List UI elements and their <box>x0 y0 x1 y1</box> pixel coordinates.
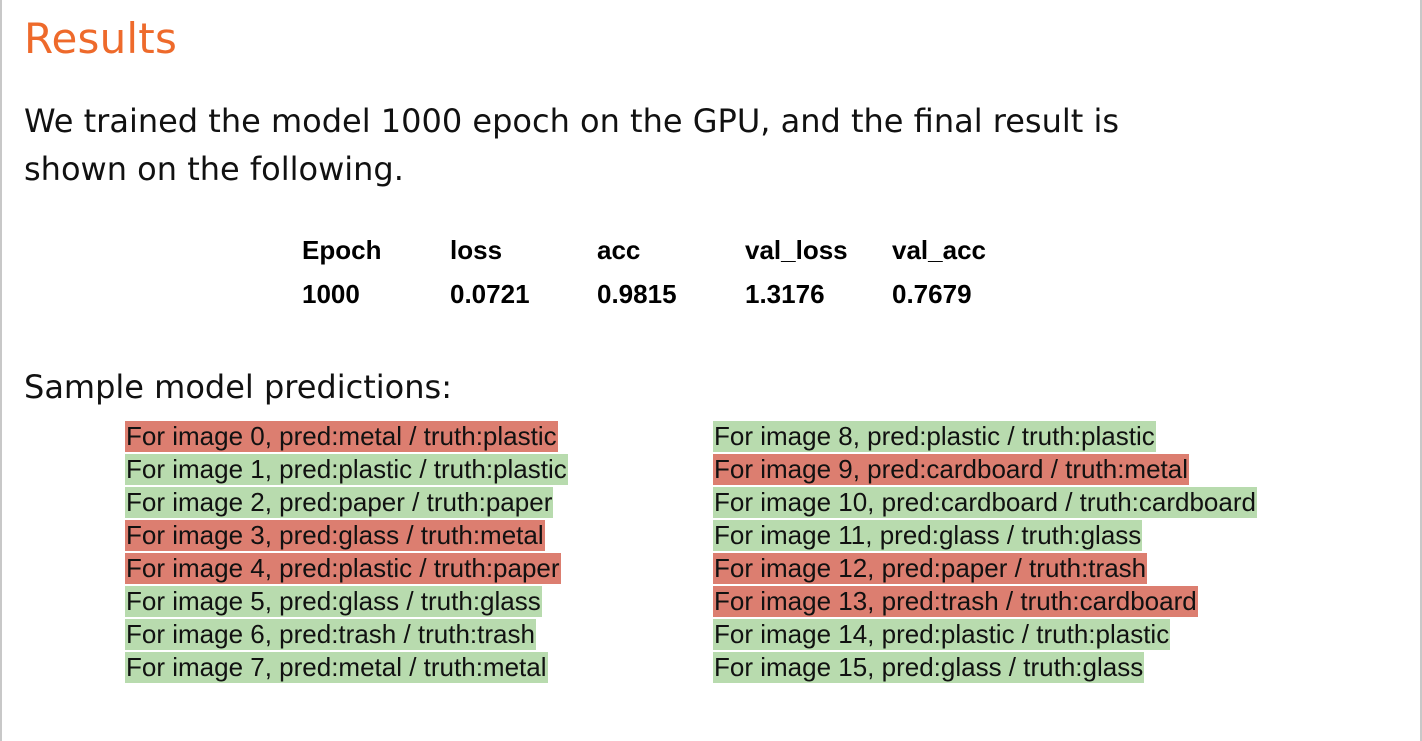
correct-prediction-text: For image 1, pred:plastic / truth:plasti… <box>125 454 568 485</box>
correct-prediction-text: For image 2, pred:paper / truth:paper <box>125 487 554 518</box>
correct-prediction-text: For image 14, pred:plastic / truth:plast… <box>713 619 1171 650</box>
prediction-item: For image 13, pred:trash / truth:cardboa… <box>713 585 1257 618</box>
prediction-item: For image 1, pred:plastic / truth:plasti… <box>125 453 568 486</box>
wrong-prediction-text: For image 13, pred:trash / truth:cardboa… <box>713 586 1198 617</box>
prediction-item: For image 14, pred:plastic / truth:plast… <box>713 618 1257 651</box>
intro-text: We trained the model 1000 epoch on the G… <box>24 102 1120 188</box>
metrics-header-acc: acc <box>597 234 641 265</box>
prediction-item: For image 3, pred:glass / truth:metal <box>125 519 568 552</box>
page-title: Results <box>24 14 178 63</box>
metrics-value-val-acc: 0.7679 <box>892 278 972 309</box>
metrics-header-epoch: Epoch <box>302 234 382 265</box>
metrics-header-val-loss: val_loss <box>745 234 848 265</box>
metrics-header-loss: loss <box>450 234 503 265</box>
wrong-prediction-text: For image 12, pred:paper / truth:trash <box>713 553 1148 584</box>
predictions-left-list: For image 0, pred:metal / truth:plastic F… <box>125 420 568 684</box>
correct-prediction-text: For image 10, pred:cardboard / truth:car… <box>713 487 1257 518</box>
correct-prediction-text: For image 11, pred:glass / truth:glass <box>713 520 1143 551</box>
correct-prediction-text: For image 5, pred:glass / truth:glass <box>125 586 542 617</box>
wrong-prediction-text: For image 4, pred:plastic / truth:paper <box>125 553 561 584</box>
metrics-value-epoch: 1000 <box>302 278 360 309</box>
metrics-value-val-loss: 1.3176 <box>745 278 825 309</box>
wrong-prediction-text: For image 0, pred:metal / truth:plastic <box>125 421 558 452</box>
prediction-item: For image 5, pred:glass / truth:glass <box>125 585 568 618</box>
prediction-item: For image 12, pred:paper / truth:trash <box>713 552 1257 585</box>
prediction-item: For image 0, pred:metal / truth:plastic <box>125 420 568 453</box>
prediction-item: For image 8, pred:plastic / truth:plasti… <box>713 420 1257 453</box>
correct-prediction-text: For image 6, pred:trash / truth:trash <box>125 619 536 650</box>
prediction-item: For image 7, pred:metal / truth:metal <box>125 651 568 684</box>
correct-prediction-text: For image 15, pred:glass / truth:glass <box>713 652 1145 683</box>
prediction-item: For image 11, pred:glass / truth:glass <box>713 519 1257 552</box>
predictions-heading: Sample model predictions: <box>24 368 452 406</box>
metrics-header-val-acc: val_acc <box>892 234 986 265</box>
correct-prediction-text: For image 8, pred:plastic / truth:plasti… <box>713 421 1156 452</box>
metrics-value-loss: 0.0721 <box>450 278 530 309</box>
prediction-item: For image 10, pred:cardboard / truth:car… <box>713 486 1257 519</box>
metrics-header-row: Epoch loss acc val_loss val_acc <box>302 228 1012 272</box>
prediction-item: For image 15, pred:glass / truth:glass <box>713 651 1257 684</box>
prediction-item: For image 6, pred:trash / truth:trash <box>125 618 568 651</box>
prediction-item: For image 9, pred:cardboard / truth:meta… <box>713 453 1257 486</box>
predictions-right-list: For image 8, pred:plastic / truth:plasti… <box>713 420 1257 684</box>
metrics-table: Epoch loss acc val_loss val_acc 1000 0.0… <box>302 228 1012 316</box>
wrong-prediction-text: For image 3, pred:glass / truth:metal <box>125 520 545 551</box>
correct-prediction-text: For image 7, pred:metal / truth:metal <box>125 652 548 683</box>
metrics-value-acc: 0.9815 <box>597 278 677 309</box>
wrong-prediction-text: For image 9, pred:cardboard / truth:meta… <box>713 454 1190 485</box>
prediction-item: For image 4, pred:plastic / truth:paper <box>125 552 568 585</box>
metrics-value-row: 1000 0.0721 0.9815 1.3176 0.7679 <box>302 272 1012 316</box>
prediction-item: For image 2, pred:paper / truth:paper <box>125 486 568 519</box>
